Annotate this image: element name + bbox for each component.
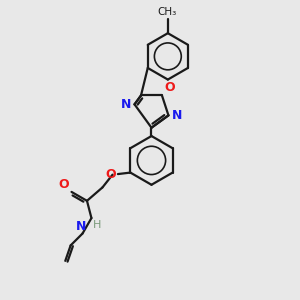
Text: N: N xyxy=(171,110,182,122)
Text: H: H xyxy=(93,220,101,230)
Text: N: N xyxy=(76,220,86,232)
Text: N: N xyxy=(121,98,132,112)
Text: CH₃: CH₃ xyxy=(158,7,177,17)
Text: O: O xyxy=(106,168,116,181)
Text: O: O xyxy=(58,178,69,191)
Text: O: O xyxy=(164,81,175,94)
